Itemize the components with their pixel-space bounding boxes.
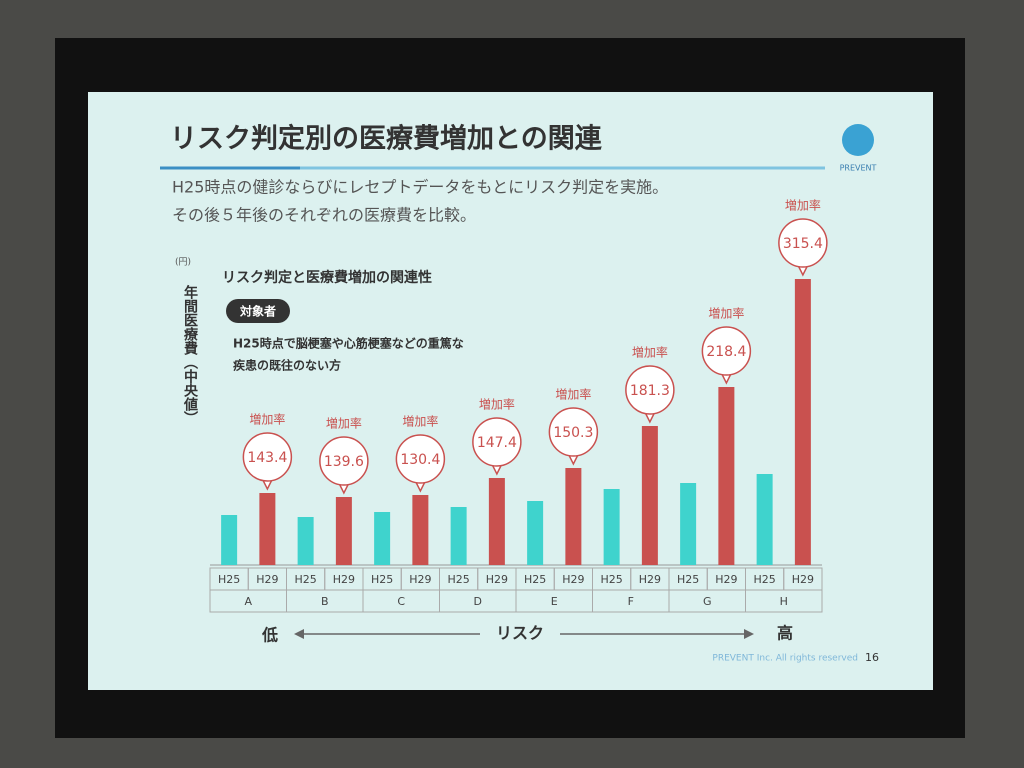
x-tick-label: C [397,595,405,608]
arrow-head [294,629,304,639]
bubble [472,417,522,467]
bar [756,474,773,565]
series-label: H25 [753,573,775,586]
growth-rate: 315.4 [783,236,823,252]
growth-label: 増加率 [249,412,285,427]
bubble [625,365,675,415]
arrow-head [744,629,754,639]
bar [412,495,429,565]
growth-label: 増加率 [555,387,591,402]
growth-label: 増加率 [708,306,744,321]
series-label: H29 [639,573,661,586]
chart-title: リスク判定と医療費増加の関連性 [222,269,432,286]
slide-title: リスク判定別の医療費増加との関連 [170,123,603,155]
x-tick-label: B [321,595,329,608]
series-label: H25 [218,573,240,586]
growth-rate: 139.6 [324,454,364,470]
page-number: 16 [865,651,879,664]
growth-label: 増加率 [632,345,668,360]
series-label: H25 [600,573,622,586]
series-label: H29 [256,573,278,586]
badge-text: 対象者 [239,304,276,319]
growth-label: 増加率 [785,198,821,213]
series-cell [783,567,823,591]
bubble [778,218,828,268]
risk-low: 低 [261,626,278,645]
badge [226,299,290,323]
series-label: H25 [677,573,699,586]
growth-rate: 143.4 [247,450,287,466]
growth-label: 増加率 [326,416,362,431]
logo-text: PREVENT [840,164,877,173]
series-label: H29 [792,573,814,586]
growth-rate: 218.4 [706,344,746,360]
growth-label: 増加率 [402,414,438,429]
bar [259,493,276,565]
bar [603,489,620,565]
growth-rate: 181.3 [630,383,670,399]
x-tick-label: H [780,595,788,608]
bar [718,387,735,565]
footer: PREVENT Inc. All rights reserved [712,654,858,664]
bar [488,478,505,565]
note: H25時点で脳梗塞や心筋梗塞などの重篤な [233,336,464,351]
bubble [242,432,293,482]
bubble [548,407,599,457]
bubble [319,436,369,486]
y-unit: (円) [175,257,191,268]
bar [450,507,467,565]
series-label: H29 [486,573,508,586]
risk-high: 高 [777,624,793,643]
bar [221,515,238,565]
y-axis-label: 年間医療費（中央値） [182,284,199,425]
x-tick-label: A [244,595,252,608]
x-tick-label: E [551,595,558,608]
series-label: H25 [294,573,316,586]
growth-rate: 150.3 [553,425,593,441]
subtitle: その後５年後のそれぞれの医療費を比較。 [172,206,476,225]
series-label: H25 [371,573,393,586]
bubble [395,434,446,484]
x-tick-label: G [703,595,712,608]
bar [641,426,658,565]
series-label: H25 [524,573,546,586]
bar [335,497,352,565]
bar [794,279,811,565]
series-label: H29 [409,573,431,586]
note: 疾患の既往のない方 [233,358,341,373]
bubble [701,326,752,376]
growth-rate: 130.4 [400,452,440,468]
x-tick-label: F [628,595,634,608]
subtitle: H25時点の健診ならびにレセプトデータをもとにリスク判定を実施。 [172,178,668,197]
bar [297,517,314,565]
growth-rate: 147.4 [477,435,517,451]
bar [565,468,582,565]
risk-label: リスク [496,624,544,643]
x-tick-label: D [474,595,482,608]
logo-mark [842,124,874,156]
series-label: H29 [562,573,584,586]
bar [680,483,697,565]
bar [374,512,391,565]
series-label: H29 [715,573,737,586]
growth-label: 増加率 [479,397,515,412]
series-label: H25 [447,573,469,586]
series-label: H29 [333,573,355,586]
bar [527,501,544,565]
